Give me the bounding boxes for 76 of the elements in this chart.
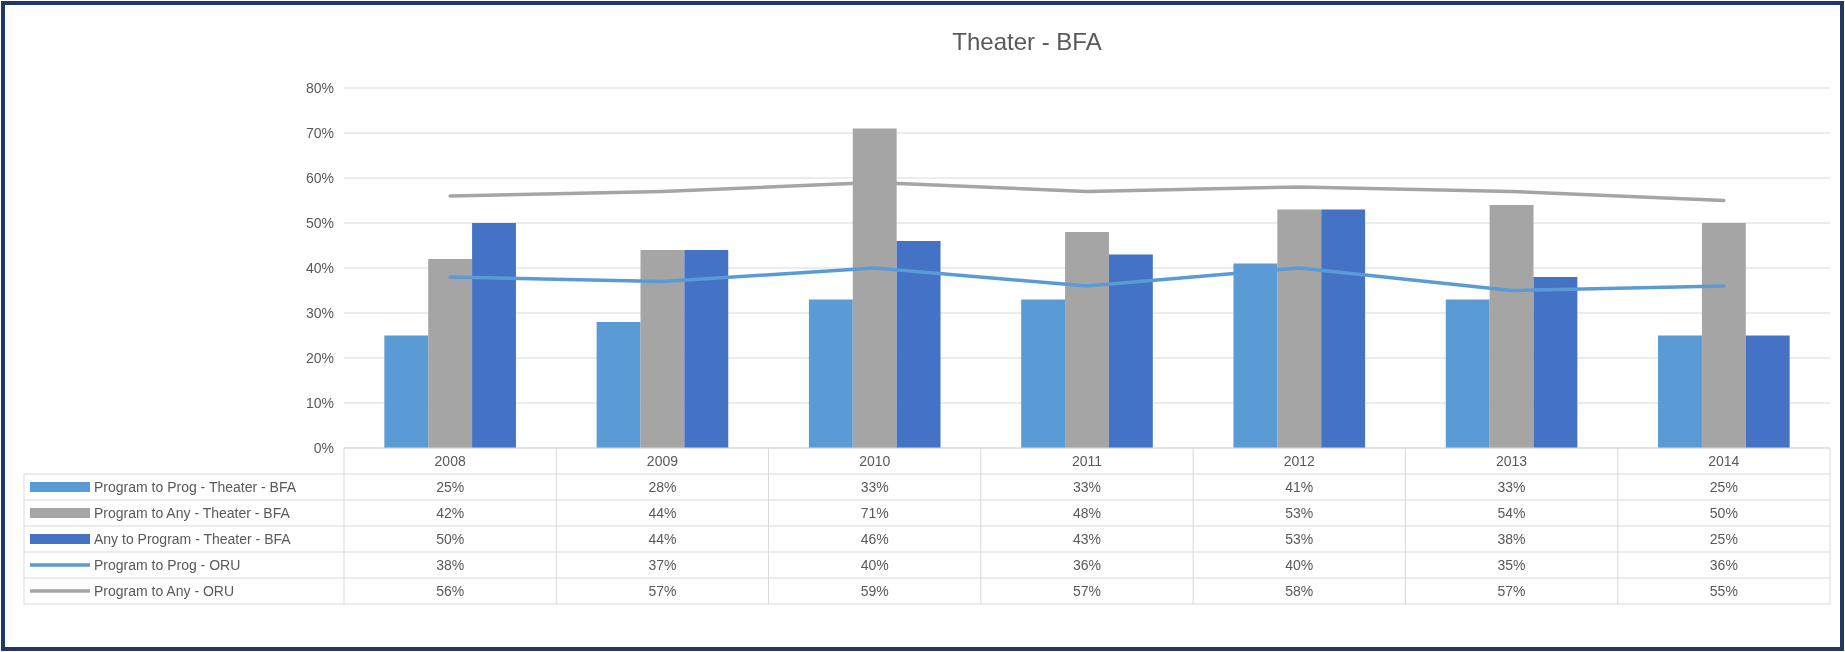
data-label: 25%	[436, 478, 465, 495]
bar	[1745, 335, 1790, 448]
y-tick-label: 60%	[305, 169, 334, 186]
legend-label: Program to Prog - ORU	[94, 556, 241, 573]
x-tick-label: 2008	[434, 452, 466, 469]
x-tick-label: 2013	[1495, 452, 1528, 469]
data-label: 43%	[1072, 530, 1102, 547]
chart-title: Theater - BFA	[952, 28, 1102, 55]
bar	[1701, 223, 1746, 448]
data-label: 57%	[648, 582, 677, 599]
data-label: 56%	[436, 582, 465, 599]
data-label: 50%	[1709, 504, 1738, 521]
bar	[384, 335, 429, 448]
data-label: 57%	[1497, 582, 1526, 599]
data-label: 48%	[1072, 504, 1102, 521]
bar	[1489, 205, 1534, 448]
legend-label: Program to Any - Theater - BFA	[94, 504, 291, 521]
bar	[428, 259, 473, 448]
legend-label: Any to Program - Theater - BFA	[94, 530, 292, 547]
bar	[684, 250, 729, 448]
legend-label: Program to Prog - Theater - BFA	[94, 478, 297, 495]
data-label: 53%	[1285, 504, 1314, 521]
data-label: 37%	[648, 556, 677, 573]
bar	[896, 241, 941, 448]
y-tick-label: 0%	[313, 439, 334, 456]
x-tick-label: 2011	[1071, 452, 1103, 469]
legend-label: Program to Any - ORU	[94, 582, 235, 599]
data-label: 33%	[1072, 478, 1102, 495]
bar	[1108, 254, 1153, 448]
data-label: 38%	[1497, 530, 1526, 547]
data-label: 54%	[1497, 504, 1526, 521]
data-label: 59%	[860, 582, 889, 599]
data-label: 41%	[1285, 478, 1314, 495]
bar	[1321, 209, 1366, 448]
data-label: 33%	[1497, 478, 1526, 495]
data-label: 25%	[1709, 530, 1738, 547]
bar	[1533, 277, 1578, 448]
bar	[1065, 232, 1109, 448]
data-label: 25%	[1709, 478, 1738, 495]
bar	[1658, 335, 1702, 448]
data-label: 36%	[1072, 556, 1102, 573]
y-tick-label: 30%	[305, 304, 334, 321]
y-tick-label: 80%	[305, 79, 334, 96]
data-label: 58%	[1285, 582, 1314, 599]
data-label: 33%	[860, 478, 889, 495]
bar	[1277, 209, 1322, 448]
data-label: 40%	[1285, 556, 1314, 573]
data-label: 71%	[860, 504, 889, 521]
y-tick-label: 70%	[305, 124, 334, 141]
bar	[1445, 299, 1490, 448]
x-tick-label: 2012	[1283, 452, 1316, 469]
bar	[808, 299, 853, 448]
y-tick-label: 20%	[305, 349, 334, 366]
x-tick-label: 2010	[859, 452, 891, 469]
y-tick-label: 10%	[305, 394, 334, 411]
data-label: 44%	[648, 504, 677, 521]
data-label: 38%	[436, 556, 465, 573]
data-label: 28%	[648, 478, 677, 495]
bar	[472, 223, 516, 448]
data-label: 55%	[1709, 582, 1738, 599]
data-label: 50%	[436, 530, 465, 547]
data-label: 42%	[436, 504, 465, 521]
data-label: 35%	[1497, 556, 1526, 573]
y-tick-label: 50%	[305, 214, 334, 231]
data-label: 36%	[1709, 556, 1738, 573]
bar	[596, 322, 641, 448]
bar	[1021, 299, 1066, 448]
data-label: 46%	[860, 530, 889, 547]
x-tick-label: 2009	[646, 452, 679, 469]
data-label: 53%	[1285, 530, 1314, 547]
data-label: 40%	[860, 556, 889, 573]
x-tick-label: 2014	[1708, 452, 1740, 469]
bar	[640, 250, 685, 448]
data-label: 57%	[1072, 582, 1102, 599]
data-label: 44%	[648, 530, 677, 547]
y-tick-label: 40%	[305, 259, 334, 276]
